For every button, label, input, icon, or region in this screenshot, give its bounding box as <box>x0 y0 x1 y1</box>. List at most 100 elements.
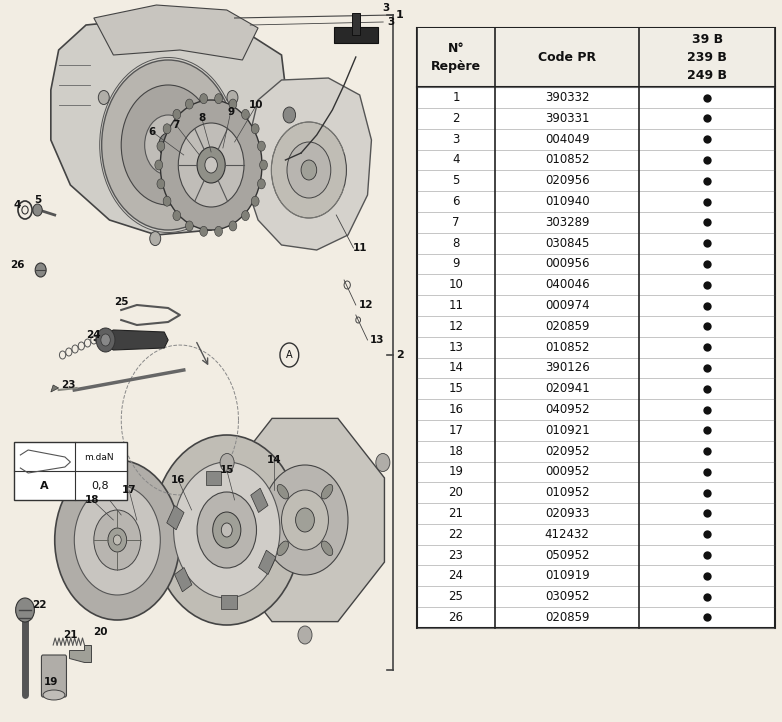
Circle shape <box>221 523 232 537</box>
Text: 16: 16 <box>449 403 464 416</box>
Bar <box>334 27 378 43</box>
Bar <box>167 505 184 530</box>
Circle shape <box>101 334 110 346</box>
Circle shape <box>16 598 34 622</box>
Text: 2: 2 <box>396 350 404 360</box>
Polygon shape <box>246 78 371 250</box>
Bar <box>259 550 276 575</box>
Text: 26: 26 <box>449 611 464 624</box>
Circle shape <box>251 196 259 206</box>
Circle shape <box>155 160 163 170</box>
Text: 22: 22 <box>32 600 46 610</box>
Circle shape <box>205 157 217 173</box>
Text: m.daN: m.daN <box>84 453 114 463</box>
Circle shape <box>296 508 314 532</box>
Text: 18: 18 <box>85 495 99 505</box>
Circle shape <box>229 221 237 231</box>
Ellipse shape <box>277 541 289 555</box>
Circle shape <box>33 204 42 216</box>
Text: 8: 8 <box>452 237 460 250</box>
Circle shape <box>257 141 265 151</box>
Ellipse shape <box>43 690 65 700</box>
Text: 20: 20 <box>93 627 107 637</box>
Text: 000952: 000952 <box>545 466 590 479</box>
Text: 412432: 412432 <box>545 528 590 541</box>
Circle shape <box>251 123 259 134</box>
Circle shape <box>199 94 207 104</box>
Text: 13: 13 <box>449 341 464 354</box>
Circle shape <box>35 263 46 277</box>
Bar <box>251 488 268 513</box>
Text: 14: 14 <box>267 455 281 465</box>
Text: 15: 15 <box>220 465 234 475</box>
Text: 23: 23 <box>62 380 76 390</box>
Text: 040046: 040046 <box>545 278 590 291</box>
Text: 19: 19 <box>44 677 58 687</box>
Circle shape <box>145 115 192 175</box>
Circle shape <box>160 100 262 230</box>
Circle shape <box>173 109 181 119</box>
Circle shape <box>185 99 193 109</box>
Text: 15: 15 <box>449 382 464 395</box>
Circle shape <box>229 99 237 109</box>
Bar <box>14 442 127 500</box>
Text: 23: 23 <box>449 549 464 562</box>
Circle shape <box>96 328 115 352</box>
Text: 5: 5 <box>452 174 460 187</box>
Text: 020859: 020859 <box>545 320 590 333</box>
Text: 21: 21 <box>63 630 77 640</box>
Text: 030845: 030845 <box>545 237 590 250</box>
Text: 010952: 010952 <box>545 486 590 499</box>
Text: 010940: 010940 <box>545 195 590 208</box>
Text: 2: 2 <box>452 112 460 125</box>
Text: A: A <box>40 481 49 491</box>
Text: 8: 8 <box>198 113 206 123</box>
Text: 010919: 010919 <box>545 570 590 583</box>
Circle shape <box>99 90 109 105</box>
Polygon shape <box>94 330 168 350</box>
Circle shape <box>298 626 312 644</box>
Text: 39 B
239 B
249 B: 39 B 239 B 249 B <box>687 33 727 82</box>
Circle shape <box>215 226 223 236</box>
Polygon shape <box>225 418 385 622</box>
Text: 000974: 000974 <box>545 299 590 312</box>
Text: 000956: 000956 <box>545 258 590 271</box>
Circle shape <box>271 122 346 218</box>
Text: 9: 9 <box>452 258 460 271</box>
Text: 12: 12 <box>449 320 464 333</box>
Ellipse shape <box>277 484 289 499</box>
Circle shape <box>287 142 331 198</box>
Text: 16: 16 <box>171 475 185 485</box>
Text: 020952: 020952 <box>545 445 590 458</box>
Bar <box>352 13 360 35</box>
Circle shape <box>113 535 121 545</box>
Circle shape <box>282 490 328 550</box>
Text: 020956: 020956 <box>545 174 590 187</box>
Text: 040952: 040952 <box>545 403 590 416</box>
Circle shape <box>185 221 193 231</box>
Circle shape <box>157 179 165 189</box>
Polygon shape <box>51 385 59 392</box>
Text: 3: 3 <box>387 17 395 27</box>
Text: 11: 11 <box>449 299 464 312</box>
Polygon shape <box>94 5 258 60</box>
Text: 050952: 050952 <box>545 549 590 562</box>
Text: 4: 4 <box>13 200 21 210</box>
Text: 21: 21 <box>449 507 464 520</box>
Text: 25: 25 <box>449 590 464 603</box>
Text: 12: 12 <box>359 300 373 310</box>
Bar <box>417 28 775 87</box>
Text: 390331: 390331 <box>545 112 590 125</box>
Bar <box>206 471 221 485</box>
Circle shape <box>55 460 180 620</box>
Circle shape <box>74 485 160 595</box>
Text: 3: 3 <box>452 133 460 146</box>
Text: 24: 24 <box>87 330 101 340</box>
Polygon shape <box>69 645 91 662</box>
Text: 20: 20 <box>449 486 464 499</box>
Circle shape <box>178 123 244 207</box>
Text: 010852: 010852 <box>545 341 590 354</box>
Ellipse shape <box>321 484 333 499</box>
Circle shape <box>199 226 207 236</box>
Text: 24: 24 <box>449 570 464 583</box>
